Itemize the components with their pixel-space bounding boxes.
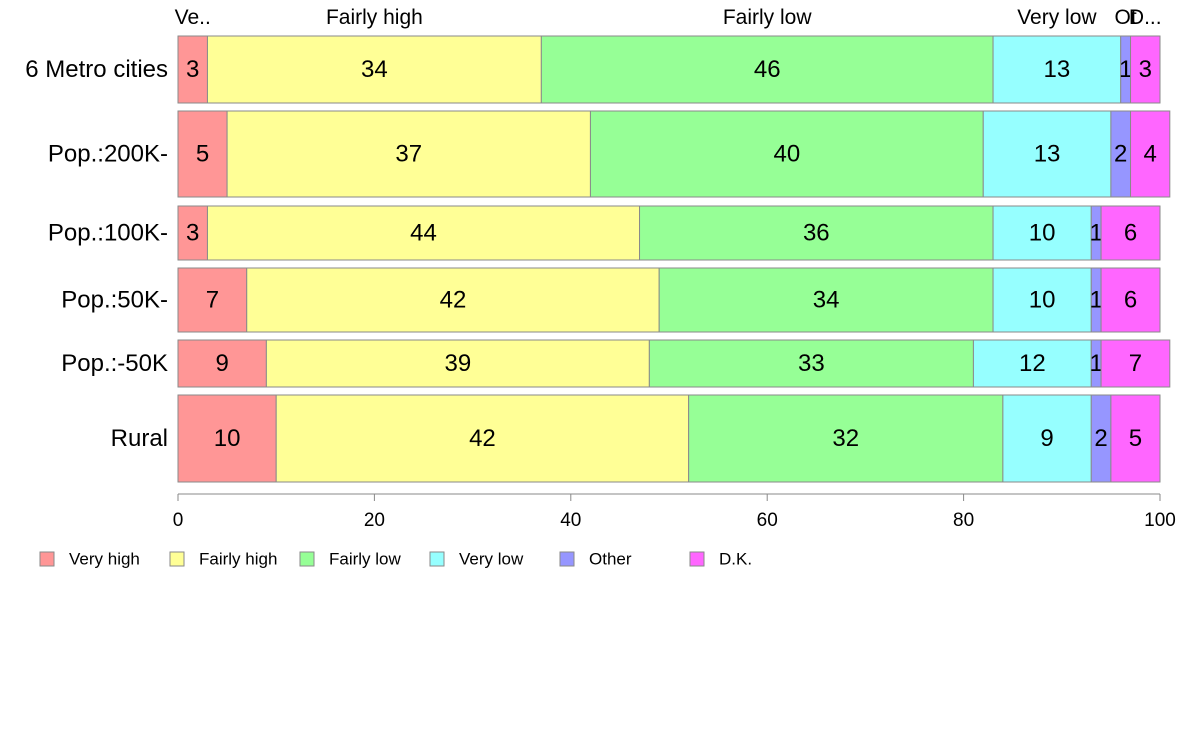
- data-label: 42: [469, 425, 496, 452]
- bar-segment: [639, 205, 994, 261]
- bar-segment: [1110, 394, 1161, 483]
- data-label: 2: [1114, 141, 1127, 168]
- bar-segment: [246, 267, 660, 333]
- x-tick-label: 20: [364, 510, 385, 531]
- bar-segment: [972, 339, 1092, 388]
- data-label: 3: [1139, 56, 1152, 83]
- legend-label: Other: [589, 550, 632, 569]
- x-tick-label: 60: [757, 510, 778, 531]
- data-label: 44: [410, 220, 437, 247]
- bar-segment: [1100, 339, 1171, 388]
- bar-segment: [206, 205, 641, 261]
- bar-segment: [648, 339, 974, 388]
- data-label: 5: [196, 141, 209, 168]
- data-label: 3: [186, 56, 199, 83]
- series-top-label: Very low: [1017, 6, 1097, 29]
- legend-swatch: [169, 551, 185, 567]
- data-label: 12: [1019, 350, 1046, 377]
- legend-swatch: [299, 551, 315, 567]
- data-label: 2: [1094, 425, 1107, 452]
- data-label: 7: [1129, 350, 1142, 377]
- data-label: 1: [1119, 56, 1132, 83]
- data-label: 10: [1029, 287, 1056, 314]
- x-tick-label: 0: [173, 510, 184, 531]
- bar-segment: [982, 110, 1112, 198]
- data-label: 1: [1089, 287, 1102, 314]
- bar-segment: [1130, 110, 1171, 198]
- bar-segment: [658, 267, 994, 333]
- category-label: Pop.:200K-: [48, 141, 168, 168]
- bar-segment: [177, 394, 277, 483]
- bar-segment: [992, 267, 1092, 333]
- bar-segment: [275, 394, 690, 483]
- series-top-label: Ot: [1115, 6, 1137, 29]
- bar-segment: [992, 205, 1092, 261]
- bar-segment: [177, 110, 228, 198]
- bar-segment: [265, 339, 650, 388]
- x-tick-label: 80: [953, 510, 974, 531]
- bar-segment: [177, 205, 208, 261]
- bars-group: 3 34 46 13 1 35 37 40 13 2 43 44 36 10 1 67 42 34 10 1 69 39 3…: [177, 35, 1171, 483]
- data-label: 40: [773, 141, 800, 168]
- data-label: 13: [1034, 141, 1061, 168]
- data-label: 1: [1089, 350, 1102, 377]
- bar-segment: [226, 110, 591, 198]
- series-top-label: Fairly high: [326, 6, 423, 29]
- data-label: 10: [214, 425, 241, 452]
- data-label: 3: [186, 220, 199, 247]
- x-axis: 0 20 40 60 80 100: [173, 493, 1176, 531]
- data-label: 9: [1040, 425, 1053, 452]
- legend-swatch: [39, 551, 55, 567]
- data-label: 37: [395, 141, 422, 168]
- legend-label: Fairly high: [199, 550, 277, 569]
- bar-segment: [1100, 267, 1161, 333]
- bar-segment: [206, 35, 542, 104]
- bar-segment: [1002, 394, 1092, 483]
- series-top-label: Ve..: [175, 6, 211, 29]
- top-series-labels: Ve.. Fairly high Fairly low Very low OtD...: [175, 6, 1162, 29]
- data-label: 34: [813, 287, 840, 314]
- data-label: 46: [754, 56, 781, 83]
- data-label: 42: [440, 287, 467, 314]
- bar-segment: [177, 339, 267, 388]
- series-top-label: Fairly low: [723, 6, 813, 29]
- data-label: 36: [803, 220, 830, 247]
- legend-swatch: [429, 551, 445, 567]
- bar-segment: [1100, 205, 1161, 261]
- data-label: 6: [1124, 287, 1137, 314]
- legend-label: Very high: [69, 550, 140, 569]
- category-label: Pop.:50K-: [61, 287, 168, 314]
- category-label: 6 Metro cities: [25, 56, 168, 83]
- bar-segment: [1130, 35, 1161, 104]
- series-top-label: D...: [1129, 6, 1162, 29]
- category-label: Pop.:-50K: [61, 350, 168, 377]
- data-label: 10: [1029, 220, 1056, 247]
- bar-segment: [177, 267, 248, 333]
- data-label: 9: [216, 350, 229, 377]
- category-label: Rural: [111, 425, 168, 452]
- data-label: 7: [206, 287, 219, 314]
- data-label: 4: [1144, 141, 1157, 168]
- data-label: 13: [1044, 56, 1071, 83]
- x-tick-label: 40: [560, 510, 581, 531]
- legend-swatch: [689, 551, 705, 567]
- legend-label: Fairly low: [329, 550, 402, 569]
- legend-label: D.K.: [719, 550, 752, 569]
- data-label: 34: [361, 56, 388, 83]
- category-labels: 6 Metro cities Pop.:200K- Pop.:100K- Pop.:5…: [25, 56, 168, 452]
- data-label: 1: [1089, 220, 1102, 247]
- data-label: 6: [1124, 220, 1137, 247]
- data-label: 5: [1129, 425, 1142, 452]
- data-label: 39: [445, 350, 472, 377]
- x-tick-label: 100: [1144, 510, 1176, 531]
- data-label: 33: [798, 350, 825, 377]
- data-label: 32: [832, 425, 859, 452]
- legend-label: Very low: [459, 550, 524, 569]
- legend-swatch: [559, 551, 575, 567]
- category-label: Pop.:100K-: [48, 220, 168, 247]
- legend: Very high Fairly high Fairly low Very low Ot…: [39, 550, 752, 569]
